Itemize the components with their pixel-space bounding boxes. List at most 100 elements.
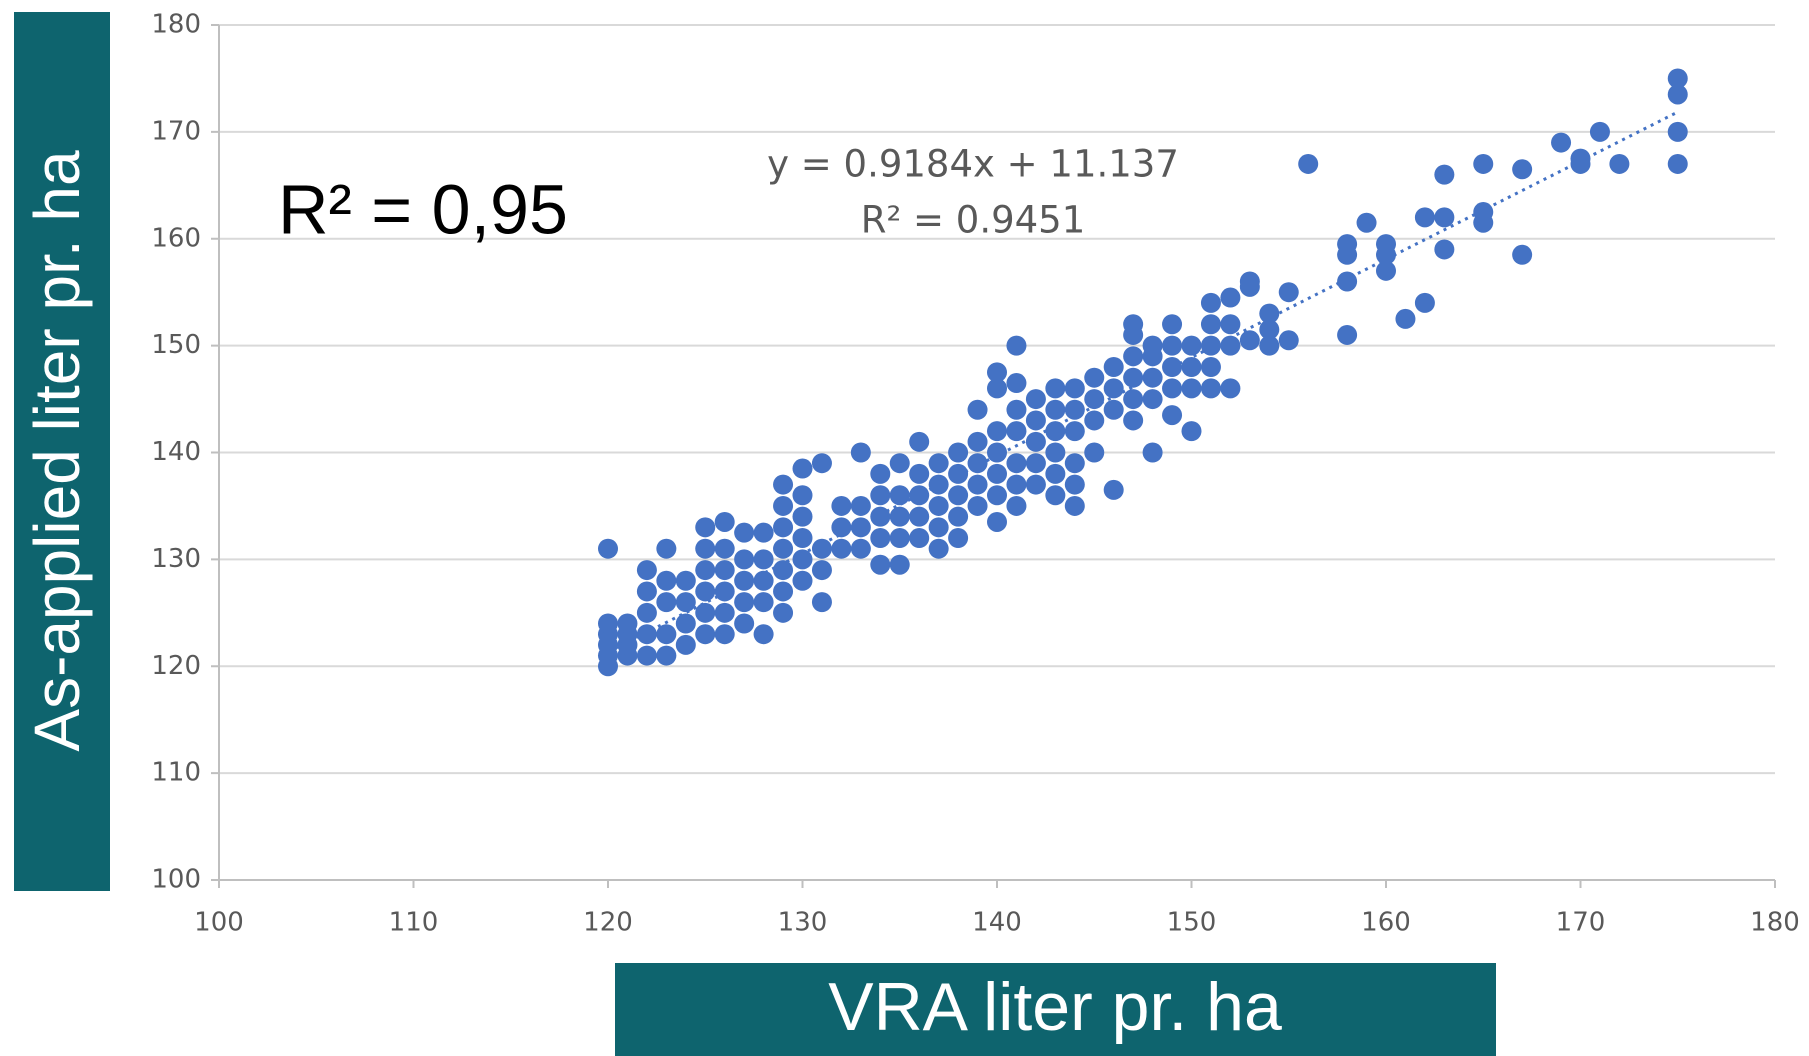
trendline-r2: R² = 0.9451	[861, 199, 1086, 242]
point	[987, 442, 1007, 463]
x-tick-label: 160	[1361, 908, 1411, 938]
point	[773, 581, 794, 602]
point	[1025, 453, 1046, 474]
point	[1200, 314, 1221, 335]
point	[598, 613, 618, 634]
x-label-box	[615, 963, 1496, 1056]
point	[1181, 378, 1202, 399]
point	[1220, 378, 1241, 399]
point	[792, 485, 813, 506]
point	[850, 442, 871, 463]
point	[1337, 234, 1358, 255]
point	[889, 506, 910, 527]
point	[1609, 153, 1630, 174]
point	[967, 453, 988, 474]
point	[1337, 324, 1358, 345]
point	[1667, 84, 1688, 105]
point	[792, 528, 813, 548]
point	[1512, 244, 1533, 265]
point	[889, 453, 910, 474]
point	[889, 485, 910, 506]
point	[1142, 442, 1163, 463]
point	[753, 570, 774, 591]
point	[1045, 485, 1066, 506]
point	[1045, 421, 1066, 442]
point	[850, 517, 871, 538]
point	[967, 399, 988, 420]
point	[1064, 495, 1085, 516]
point	[714, 511, 735, 532]
point	[1142, 389, 1163, 410]
point	[1123, 346, 1144, 367]
point	[1084, 389, 1105, 410]
point	[967, 431, 988, 452]
point	[1434, 164, 1455, 185]
point	[1162, 357, 1183, 377]
point	[656, 592, 677, 613]
point	[1200, 357, 1221, 377]
point	[850, 538, 871, 559]
plot-area: 100 110 120 130 140 150 160 170 180 100 110 120 130 1…	[151, 10, 1799, 938]
point	[1103, 399, 1124, 420]
point	[1162, 314, 1183, 335]
point	[1181, 421, 1202, 442]
point	[1551, 132, 1572, 153]
point	[656, 538, 677, 559]
point	[948, 442, 969, 463]
point	[1103, 479, 1124, 500]
point	[695, 581, 716, 602]
point	[967, 474, 988, 495]
point	[909, 528, 930, 548]
point	[636, 624, 657, 645]
point	[636, 581, 657, 602]
point	[773, 495, 794, 516]
point	[948, 528, 969, 548]
point	[792, 506, 813, 527]
point	[675, 634, 696, 655]
point	[1006, 399, 1027, 420]
y-tick-label: 140	[151, 437, 201, 467]
y-tick-label: 180	[151, 10, 201, 40]
point	[773, 474, 794, 495]
point	[734, 549, 755, 570]
point	[1239, 330, 1260, 351]
point	[1142, 367, 1163, 388]
point	[656, 570, 677, 591]
point	[656, 624, 677, 645]
point	[870, 554, 891, 575]
point	[1006, 373, 1027, 394]
point	[675, 613, 696, 634]
point	[1123, 367, 1144, 388]
y-label-box	[14, 12, 110, 891]
point	[598, 538, 618, 559]
y-tick-label: 150	[151, 330, 201, 360]
point	[714, 560, 735, 581]
x-tick-label: 120	[583, 908, 633, 938]
point	[1220, 314, 1241, 335]
x-tick-label: 130	[778, 908, 828, 938]
point	[714, 602, 735, 623]
point	[1142, 335, 1163, 356]
point	[714, 624, 735, 645]
point	[1084, 367, 1105, 388]
point	[1025, 431, 1046, 452]
point	[1181, 357, 1202, 377]
point	[987, 378, 1007, 399]
point	[967, 495, 988, 516]
point	[987, 463, 1007, 484]
y-tick-label: 100	[151, 865, 201, 895]
point	[987, 511, 1007, 532]
point	[811, 560, 832, 581]
point	[948, 463, 969, 484]
point	[636, 602, 657, 623]
point	[1025, 410, 1046, 431]
point	[909, 485, 930, 506]
point	[1434, 207, 1455, 228]
point	[870, 506, 891, 527]
point	[1103, 378, 1124, 399]
point	[850, 495, 871, 516]
trendline	[607, 110, 1679, 654]
point	[714, 538, 735, 559]
point	[1045, 378, 1066, 399]
point	[811, 592, 832, 613]
